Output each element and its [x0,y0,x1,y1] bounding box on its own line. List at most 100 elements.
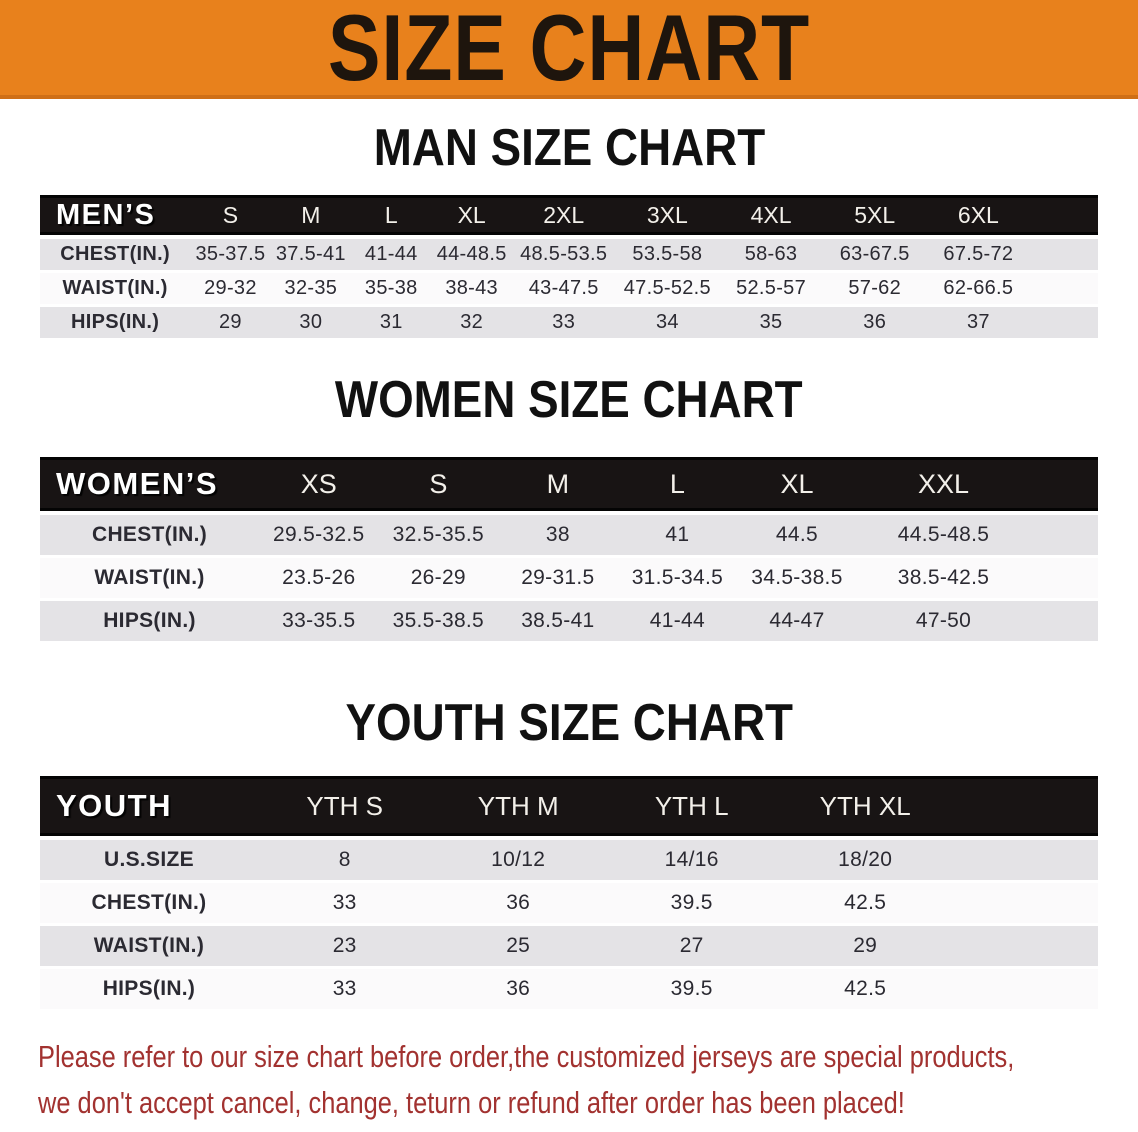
filler-cell [1030,457,1098,515]
value-cell: 29-32 [190,273,271,307]
value-cell: 30 [270,307,352,341]
youth-header-row: YOUTH YTH S YTH M YTH L YTH XL [40,776,1098,840]
filler-cell [951,776,1098,840]
filler-cell [1030,515,1098,558]
value-cell: 36 [431,883,605,926]
value-cell: 47.5-52.5 [615,273,720,307]
size-cell: L [351,195,432,239]
filler-cell [1030,601,1098,644]
value-cell: 26-29 [378,558,499,601]
value-cell: 23 [257,926,432,969]
value-cell: 41 [617,515,738,558]
table-row-chest: CHEST(IN.) 33 36 39.5 42.5 [40,883,1098,926]
value-cell: 36 [431,969,605,1012]
filler-cell [1030,273,1098,307]
size-cell: YTH XL [778,776,952,840]
value-cell: 34.5-38.5 [737,558,857,601]
value-cell: 39.5 [604,883,779,926]
table-row-waist: WAIST(IN.) 29-32 32-35 35-38 38-43 43-47… [40,273,1098,307]
value-cell: 48.5-53.5 [511,239,616,273]
value-cell: 10/12 [431,840,605,883]
size-cell: XL [737,457,857,515]
table-row-waist: WAIST(IN.) 23.5-26 26-29 29-31.5 31.5-34… [40,558,1098,601]
size-cell: YTH M [431,776,605,840]
value-cell: 37.5-41 [270,239,352,273]
value-cell: 38.5-42.5 [856,558,1031,601]
value-cell: 43-47.5 [511,273,616,307]
value-cell: 29.5-32.5 [259,515,379,558]
row-label: WAIST(IN.) [40,926,258,969]
value-cell: 33 [511,307,616,341]
value-cell: 25 [431,926,605,969]
value-cell: 23.5-26 [259,558,379,601]
value-cell: 38 [498,515,618,558]
women-size-table: WOMEN’S XS S M L XL XXL CHEST(IN.) 29.5-… [40,457,1098,644]
value-cell: 52.5-57 [719,273,823,307]
size-cell: M [270,195,352,239]
size-cell: L [617,457,738,515]
size-cell: S [378,457,499,515]
table-row-chest: CHEST(IN.) 29.5-32.5 32.5-35.5 38 41 44.… [40,515,1098,558]
value-cell: 29 [190,307,271,341]
disclaimer-note: Please refer to our size chart before or… [38,1034,1138,1126]
size-cell: 3XL [615,195,720,239]
filler-cell [1030,307,1098,341]
size-cell: 5XL [822,195,927,239]
row-label: WAIST(IN.) [40,558,259,601]
filler-cell [951,883,1098,926]
row-label: CHEST(IN.) [40,883,258,926]
filler-cell [951,840,1098,883]
size-chart-banner: SIZE CHART [0,0,1138,99]
row-label: CHEST(IN.) [40,515,259,558]
table-row-hips: HIPS(IN.) 33-35.5 35.5-38.5 38.5-41 41-4… [40,601,1098,644]
table-row-waist: WAIST(IN.) 23 25 27 29 [40,926,1098,969]
value-cell: 31 [351,307,432,341]
value-cell: 29 [778,926,952,969]
size-cell: YTH L [604,776,779,840]
value-cell: 47-50 [856,601,1031,644]
value-cell: 35-38 [351,273,432,307]
value-cell: 32-35 [270,273,352,307]
value-cell: 34 [615,307,720,341]
value-cell: 32 [431,307,512,341]
size-cell: 4XL [719,195,823,239]
value-cell: 33 [257,969,432,1012]
men-header-label: MEN’S [40,195,191,239]
value-cell: 8 [257,840,432,883]
women-header-label: WOMEN’S [40,457,259,515]
row-label: HIPS(IN.) [40,307,191,341]
value-cell: 33 [257,883,432,926]
size-cell: S [190,195,271,239]
value-cell: 36 [822,307,927,341]
value-cell: 63-67.5 [822,239,927,273]
size-cell: YTH S [257,776,432,840]
value-cell: 14/16 [604,840,779,883]
value-cell: 18/20 [778,840,952,883]
row-label: WAIST(IN.) [40,273,191,307]
value-cell: 44.5 [737,515,857,558]
value-cell: 62-66.5 [926,273,1031,307]
filler-cell [951,926,1098,969]
filler-cell [951,969,1098,1012]
youth-header-label: YOUTH [40,776,258,840]
value-cell: 57-62 [822,273,927,307]
disclaimer-line-1: Please refer to our size chart before or… [38,1039,1015,1074]
value-cell: 32.5-35.5 [378,515,499,558]
table-row-ussize: U.S.SIZE 8 10/12 14/16 18/20 [40,840,1098,883]
size-cell: 6XL [926,195,1031,239]
table-row-chest: CHEST(IN.) 35-37.5 37.5-41 41-44 44-48.5… [40,239,1098,273]
value-cell: 37 [926,307,1031,341]
row-label: HIPS(IN.) [40,969,258,1012]
value-cell: 44-48.5 [431,239,512,273]
value-cell: 44-47 [737,601,857,644]
women-section-heading: WOMEN SIZE CHART [335,371,803,429]
filler-cell [1030,558,1098,601]
size-cell: XXL [856,457,1031,515]
banner-title: SIZE CHART [327,0,811,100]
table-row-hips: HIPS(IN.) 33 36 39.5 42.5 [40,969,1098,1012]
size-cell: XL [431,195,512,239]
value-cell: 35 [719,307,823,341]
youth-size-table: YOUTH YTH S YTH M YTH L YTH XL U.S.SIZE … [40,776,1098,1012]
value-cell: 41-44 [351,239,432,273]
men-header-row: MEN’S S M L XL 2XL 3XL 4XL 5XL 6XL [40,195,1098,239]
